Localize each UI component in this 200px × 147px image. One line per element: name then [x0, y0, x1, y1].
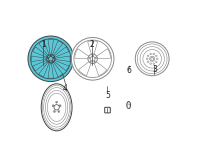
Ellipse shape [127, 102, 131, 109]
Circle shape [58, 110, 60, 112]
Circle shape [90, 56, 95, 61]
Wedge shape [88, 41, 98, 54]
Circle shape [146, 58, 148, 60]
Circle shape [151, 57, 154, 60]
Circle shape [28, 36, 74, 82]
Circle shape [53, 57, 54, 59]
Wedge shape [55, 56, 70, 62]
Circle shape [47, 57, 48, 59]
Circle shape [90, 61, 91, 62]
Circle shape [147, 55, 149, 57]
Circle shape [150, 56, 155, 61]
Ellipse shape [47, 93, 66, 121]
Circle shape [71, 37, 114, 80]
Circle shape [52, 105, 54, 107]
Circle shape [53, 110, 56, 112]
Circle shape [48, 61, 50, 62]
Circle shape [147, 61, 149, 62]
Wedge shape [79, 62, 91, 76]
Circle shape [54, 105, 59, 110]
Circle shape [88, 54, 97, 64]
Wedge shape [54, 47, 69, 57]
Circle shape [153, 53, 155, 55]
Wedge shape [75, 49, 89, 59]
FancyBboxPatch shape [105, 107, 110, 113]
Circle shape [135, 42, 169, 76]
Circle shape [95, 57, 97, 59]
Circle shape [137, 44, 167, 74]
Wedge shape [48, 63, 54, 78]
Wedge shape [52, 41, 63, 55]
Wedge shape [33, 60, 47, 71]
Circle shape [47, 55, 55, 63]
Circle shape [59, 105, 61, 107]
Wedge shape [31, 56, 46, 62]
Text: 1: 1 [41, 40, 46, 49]
Circle shape [150, 63, 151, 64]
Ellipse shape [44, 88, 70, 127]
Circle shape [56, 101, 58, 103]
Ellipse shape [42, 85, 71, 129]
Circle shape [92, 55, 93, 56]
Circle shape [31, 39, 71, 79]
Circle shape [143, 50, 161, 68]
Text: 3: 3 [152, 65, 157, 74]
Text: 6: 6 [127, 66, 132, 75]
Ellipse shape [46, 90, 68, 124]
Wedge shape [97, 49, 111, 59]
Wedge shape [33, 47, 47, 57]
Circle shape [74, 40, 111, 78]
Circle shape [156, 58, 158, 60]
Wedge shape [39, 41, 49, 55]
Wedge shape [48, 39, 54, 54]
Circle shape [89, 57, 90, 59]
Text: 5: 5 [105, 91, 110, 100]
Wedge shape [94, 62, 107, 76]
Ellipse shape [41, 84, 72, 131]
Circle shape [153, 63, 155, 64]
Circle shape [52, 61, 53, 62]
Circle shape [94, 61, 95, 62]
Wedge shape [54, 60, 69, 71]
Wedge shape [52, 62, 63, 77]
Ellipse shape [127, 104, 130, 108]
Circle shape [150, 53, 151, 55]
Circle shape [48, 57, 53, 61]
Circle shape [156, 61, 157, 62]
Text: 2: 2 [90, 40, 94, 49]
Wedge shape [39, 62, 49, 77]
Circle shape [140, 47, 164, 71]
Circle shape [50, 55, 51, 56]
Circle shape [156, 55, 157, 57]
Text: 4: 4 [63, 84, 68, 93]
